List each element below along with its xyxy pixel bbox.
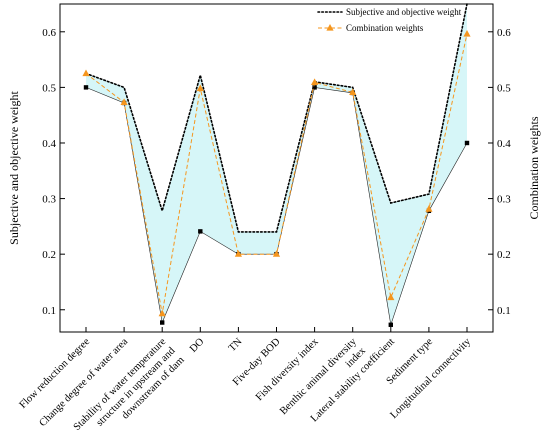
lower-bound-point (198, 229, 203, 234)
combination-weights-point (120, 98, 128, 105)
combination-weights-point (234, 250, 242, 257)
x-category-label-line: Longitudinal connectivity (388, 336, 473, 421)
right-tick-label: 0.6 (497, 27, 511, 39)
x-category-label-line: Flow reduction degree (18, 336, 93, 411)
combination-weights-point (349, 88, 357, 95)
x-category-label: Longitudinal connectivity (388, 336, 473, 421)
legend-combination-marker (326, 24, 334, 31)
combination-weights-point (387, 293, 395, 301)
left-tick-label: 0.5 (42, 82, 56, 94)
left-tick-label: 0.1 (42, 305, 56, 317)
right-tick-label: 0.4 (497, 138, 511, 150)
x-category-label: Flow reduction degree (18, 336, 93, 411)
combination-weights-point (272, 250, 281, 257)
right-tick-label: 0.1 (497, 305, 511, 317)
lower-bound-point (388, 322, 393, 327)
right-tick-label: 0.2 (497, 249, 511, 261)
plot-frame (59, 3, 494, 333)
legend-combination-label: Combination weights (346, 23, 424, 33)
left-axis-title: Subjective and objective weight (7, 91, 21, 245)
combination-weights-point (82, 69, 90, 77)
x-category-label: TN (227, 336, 245, 354)
x-category-label-line: Benthic animal diversity (278, 336, 359, 417)
right-axis-title: Combination weights (527, 116, 541, 219)
combination-weights-point (311, 78, 319, 85)
lower-bound-point (83, 85, 89, 90)
legend: Subjective and objective weight Combinati… (317, 7, 462, 33)
weight-range-band (86, 4, 467, 325)
x-category-label-line: TN (227, 336, 245, 354)
lower-bound-point (160, 320, 165, 325)
left-tick-label: 0.2 (42, 249, 56, 261)
combination-weights-point (196, 84, 204, 92)
right-tick-label: 0.5 (497, 82, 511, 94)
combination-weights-point (425, 205, 433, 212)
x-category-label-line: DO (188, 336, 207, 355)
upper-bound-line (85, 3, 468, 233)
lower-bound-point (312, 85, 317, 90)
lower-bound-point (464, 140, 470, 146)
combination-weights-point (158, 309, 166, 317)
left-tick-label: 0.3 (42, 194, 56, 206)
left-tick-label: 0.4 (42, 138, 56, 150)
right-tick-label: 0.3 (497, 194, 511, 206)
x-category-label: DO (188, 336, 207, 355)
left-tick-label: 0.6 (42, 27, 56, 39)
legend-upper-label: Subjective and objective weight (346, 7, 462, 17)
combination-weights-point (463, 30, 471, 37)
plot-area (82, 3, 471, 327)
